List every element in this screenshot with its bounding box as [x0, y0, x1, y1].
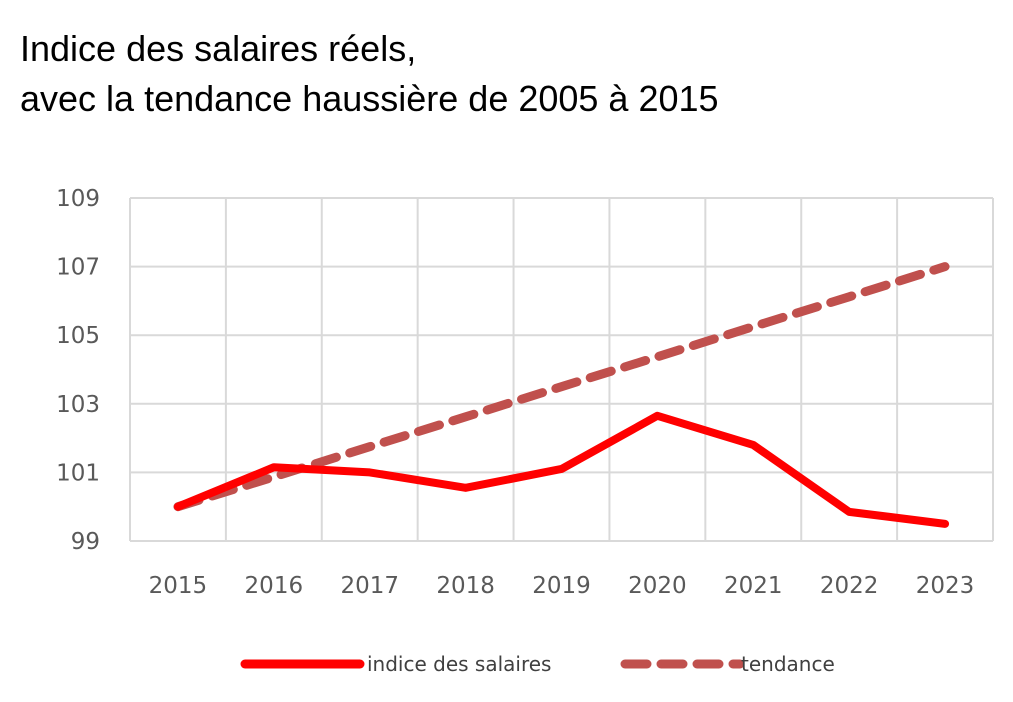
- series-line-indice: [173, 411, 950, 528]
- x-tick-label: 2020: [628, 573, 687, 599]
- x-tick-label: 2023: [916, 573, 975, 599]
- x-tick-label: 2021: [724, 573, 783, 599]
- x-tick-label: 2015: [149, 573, 208, 599]
- x-tick-label: 2016: [245, 573, 304, 599]
- legend-label: indice des salaires: [367, 652, 551, 676]
- x-tick-label: 2017: [340, 573, 399, 599]
- y-tick-label: 101: [56, 460, 100, 486]
- legend-label: tendance: [741, 652, 835, 676]
- chart-title: Indice des salaires réels, avec la tenda…: [20, 24, 719, 124]
- x-tick-label: 2022: [820, 573, 879, 599]
- x-tick-label: 2018: [436, 573, 495, 599]
- y-tick-label: 107: [56, 255, 100, 281]
- title-line-1: Indice des salaires réels,: [20, 28, 417, 69]
- y-tick-label: 99: [71, 529, 100, 555]
- y-tick-label: 105: [56, 323, 100, 349]
- y-tick-label: 103: [56, 392, 100, 418]
- x-tick-label: 2019: [532, 573, 591, 599]
- title-line-2: avec la tendance haussière de 2005 à 201…: [20, 78, 719, 119]
- y-tick-label: 109: [56, 186, 100, 212]
